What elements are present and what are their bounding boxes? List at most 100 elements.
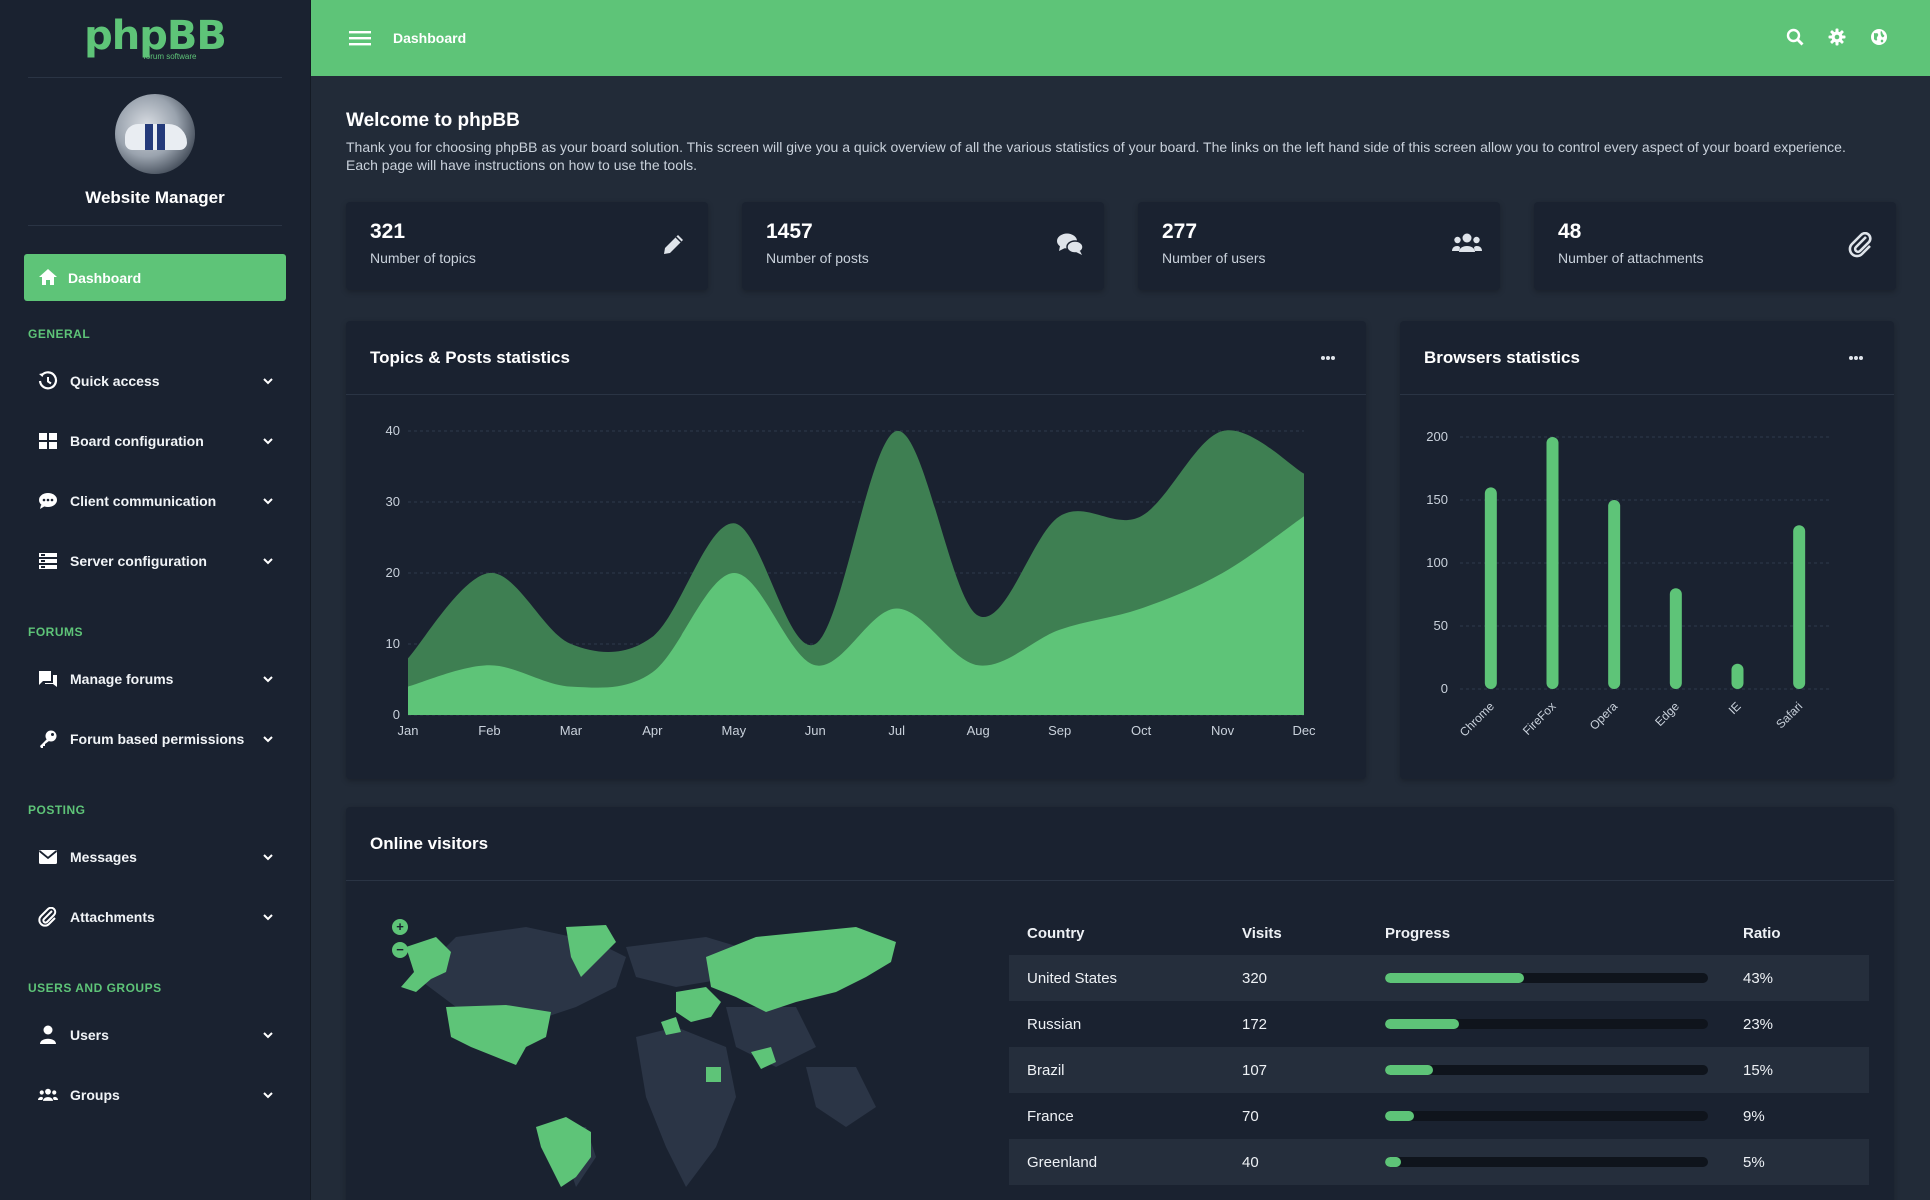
x-tick-label: Dec: [1292, 723, 1316, 738]
sidebar-item-forum-permissions[interactable]: Forum based permissions: [0, 709, 310, 769]
column-header-ratio[interactable]: Ratio: [1743, 924, 1781, 942]
region-greenland: [566, 925, 616, 977]
world-map[interactable]: [376, 917, 936, 1200]
table-row[interactable]: Russian 172 23%: [1009, 1001, 1869, 1047]
x-tick-label: Jun: [805, 723, 826, 738]
sidebar-item-label: Forum based permissions: [70, 731, 245, 747]
nav-section-general: GENERAL: [28, 327, 91, 341]
y-tick-label: 40: [386, 423, 400, 438]
progress-fill: [1385, 1019, 1460, 1029]
welcome-text: Thank you for choosing phpBB as your boa…: [346, 139, 1846, 173]
sidebar-item-users[interactable]: Users: [0, 1005, 310, 1065]
sidebar-item-messages[interactable]: Messages: [0, 827, 310, 887]
bar-edge[interactable]: [1669, 588, 1682, 689]
region-europe: [676, 987, 721, 1022]
sidebar-item-label: Manage forums: [70, 671, 174, 687]
bar-safari[interactable]: [1793, 525, 1806, 689]
profile-name: Website Manager: [85, 188, 225, 207]
card-title: Browsers statistics: [1424, 347, 1580, 367]
table-row[interactable]: Egypt122%: [1009, 1185, 1869, 1200]
region-egypt: [706, 1067, 721, 1082]
progress-bar: [1385, 973, 1708, 983]
nav-section-users-groups: USERS AND GROUPS: [28, 981, 162, 995]
x-tick-label: Safari: [1773, 699, 1805, 731]
sidebar-item-label: Attachments: [70, 909, 155, 925]
table-header: Country Visits Progress Ratio: [1009, 911, 1869, 955]
cell-country: France: [1027, 1107, 1074, 1125]
more-options-icon[interactable]: [1848, 355, 1864, 361]
table-row[interactable]: United States 320 43%: [1009, 955, 1869, 1001]
table-row[interactable]: Greenland 40 5%: [1009, 1139, 1869, 1185]
user-icon: [38, 1025, 58, 1045]
sidebar-item-label: Client communication: [70, 493, 217, 509]
sidebar-item-dashboard[interactable]: Dashboard: [24, 254, 286, 301]
hamburger-menu-icon[interactable]: [349, 29, 371, 47]
cell-visits: 107: [1242, 1061, 1268, 1079]
sidebar-item-quick-access[interactable]: Quick access: [0, 351, 310, 411]
column-header-progress[interactable]: Progress: [1385, 924, 1451, 942]
users-icon: [1452, 232, 1482, 258]
map-zoom-out-button[interactable]: −: [392, 942, 408, 958]
stat-card-attachments[interactable]: 48 Number of attachments: [1534, 202, 1896, 290]
stat-value: 321: [370, 220, 406, 243]
bar-chrome[interactable]: [1484, 487, 1497, 689]
cell-progress: [1385, 973, 1743, 983]
sidebar-item-attachments[interactable]: Attachments: [0, 887, 310, 947]
stats-row: 321 Number of topics 1457 Number of post…: [346, 202, 1896, 290]
bar-firefox[interactable]: [1546, 437, 1559, 689]
sidebar-item-client-communication[interactable]: Client communication: [0, 471, 310, 531]
stat-label: Number of attachments: [1558, 250, 1704, 266]
main-content: Welcome to phpBB Thank you for choosing …: [346, 110, 1896, 1200]
welcome: Welcome to phpBB Thank you for choosing …: [346, 110, 1896, 174]
card-header: Topics & Posts statistics: [346, 321, 1366, 395]
envelope-icon: [38, 847, 58, 867]
sidebar: phpBB forum software Website Manager Das…: [0, 0, 311, 1200]
globe-icon[interactable]: [1870, 28, 1888, 46]
x-tick-label: Jul: [888, 723, 905, 738]
y-tick-label: 10: [386, 636, 400, 651]
sidebar-item-label: Messages: [70, 849, 137, 865]
stat-card-topics[interactable]: 321 Number of topics: [346, 202, 708, 290]
chevron-down-icon: [263, 438, 273, 445]
map-zoom-in-button[interactable]: +: [392, 919, 408, 935]
sidebar-item-board-configuration[interactable]: Board configuration: [0, 411, 310, 471]
sidebar-item-label: Groups: [70, 1087, 120, 1103]
card-title: Topics & Posts statistics: [370, 347, 570, 367]
bar-opera[interactable]: [1608, 500, 1621, 689]
cell-ratio: 9%: [1743, 1107, 1765, 1125]
stat-card-posts[interactable]: 1457 Number of posts: [742, 202, 1104, 290]
cell-visits: 40: [1242, 1153, 1259, 1171]
region-usa: [446, 1005, 551, 1065]
sidebar-item-manage-forums[interactable]: Manage forums: [0, 649, 310, 709]
sidebar-item-groups[interactable]: Groups: [0, 1065, 310, 1125]
column-header-country[interactable]: Country: [1027, 924, 1085, 942]
table-row[interactable]: Brazil 107 15%: [1009, 1047, 1869, 1093]
sidebar-item-label: Users: [70, 1027, 109, 1043]
chevron-down-icon: [263, 558, 273, 565]
y-tick-label: 0: [1441, 681, 1448, 696]
search-icon[interactable]: [1786, 28, 1804, 46]
sidebar-item-server-configuration[interactable]: Server configuration: [0, 531, 310, 591]
forum-icon: [38, 669, 58, 689]
stat-value: 1457: [766, 220, 813, 243]
card-title: Online visitors: [370, 833, 489, 853]
area-series-2[interactable]: [408, 516, 1304, 715]
gear-icon[interactable]: [1828, 28, 1846, 46]
stat-card-users[interactable]: 277 Number of users: [1138, 202, 1500, 290]
cell-progress: [1385, 1019, 1743, 1029]
bar-ie[interactable]: [1731, 663, 1744, 689]
logo-subtitle: forum software: [143, 52, 197, 61]
cell-ratio: 23%: [1743, 1015, 1774, 1033]
cell-country: Russian: [1027, 1015, 1082, 1033]
chevron-down-icon: [263, 854, 273, 861]
column-header-visits[interactable]: Visits: [1242, 924, 1282, 942]
avatar[interactable]: [115, 94, 195, 174]
cell-ratio: 5%: [1743, 1153, 1765, 1171]
logo[interactable]: phpBB forum software: [28, 0, 282, 78]
topics-posts-chart: 0 10 20 30 40 Jan Feb Mar Apr May Jun Jul Aug Sep Oct N…: [386, 423, 1317, 738]
comments-icon: [1056, 232, 1084, 258]
x-tick-label: Mar: [560, 723, 583, 738]
table-row[interactable]: France 70 9%: [1009, 1093, 1869, 1139]
progress-bar: [1385, 1111, 1708, 1121]
more-options-icon[interactable]: [1320, 355, 1336, 361]
